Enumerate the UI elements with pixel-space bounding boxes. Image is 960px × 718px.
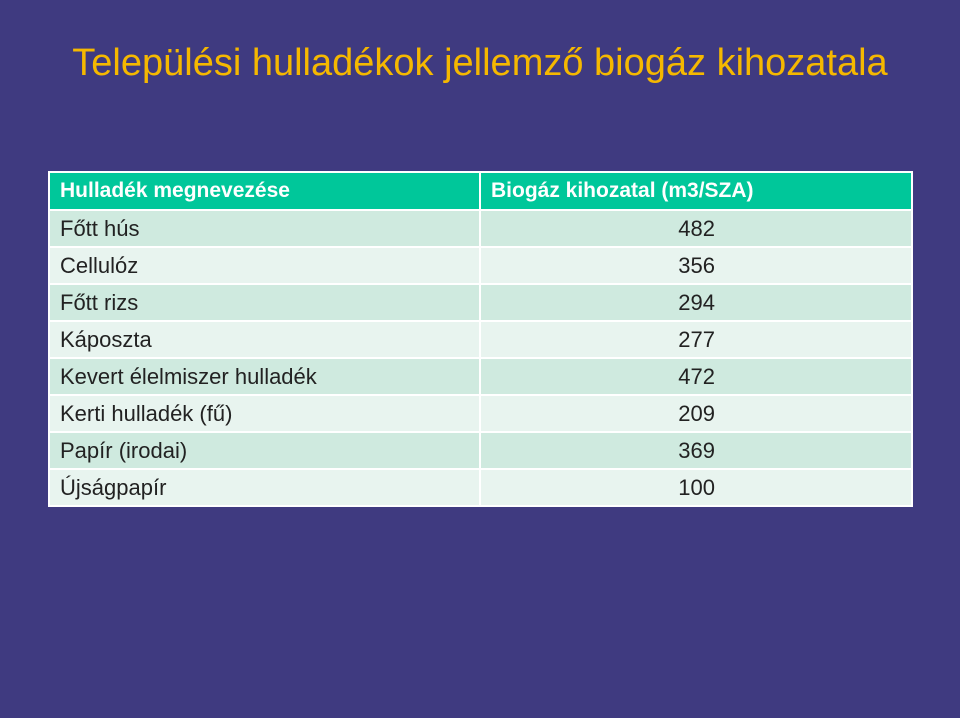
biogas-yield-table: Hulladék megnevezése Biogáz kihozatal (m… <box>48 171 913 507</box>
table-row: Káposzta 277 <box>48 320 913 359</box>
waste-name-cell: Újságpapír <box>48 468 481 507</box>
biogas-yield-cell: 209 <box>479 394 913 433</box>
header-waste-name: Hulladék megnevezése <box>48 171 481 211</box>
biogas-yield-cell: 356 <box>479 246 913 285</box>
waste-name-cell: Főtt hús <box>48 209 481 248</box>
table-row: Újságpapír 100 <box>48 468 913 507</box>
biogas-yield-cell: 472 <box>479 357 913 396</box>
table-row: Cellulóz 356 <box>48 246 913 285</box>
waste-name-cell: Káposzta <box>48 320 481 359</box>
biogas-yield-cell: 294 <box>479 283 913 322</box>
waste-name-cell: Kerti hulladék (fű) <box>48 394 481 433</box>
table-row: Főtt rizs 294 <box>48 283 913 322</box>
table-row: Főtt hús 482 <box>48 209 913 248</box>
waste-name-cell: Főtt rizs <box>48 283 481 322</box>
waste-name-cell: Papír (irodai) <box>48 431 481 470</box>
slide-title: Települési hulladékok jellemző biogáz ki… <box>72 42 888 84</box>
table-row: Kerti hulladék (fű) 209 <box>48 394 913 433</box>
biogas-yield-cell: 277 <box>479 320 913 359</box>
table-row: Papír (irodai) 369 <box>48 431 913 470</box>
biogas-yield-cell: 369 <box>479 431 913 470</box>
biogas-yield-cell: 482 <box>479 209 913 248</box>
table-header-row: Hulladék megnevezése Biogáz kihozatal (m… <box>48 171 913 211</box>
waste-name-cell: Cellulóz <box>48 246 481 285</box>
header-biogas-yield: Biogáz kihozatal (m3/SZA) <box>479 171 913 211</box>
waste-name-cell: Kevert élelmiszer hulladék <box>48 357 481 396</box>
biogas-yield-cell: 100 <box>479 468 913 507</box>
table-row: Kevert élelmiszer hulladék 472 <box>48 357 913 396</box>
